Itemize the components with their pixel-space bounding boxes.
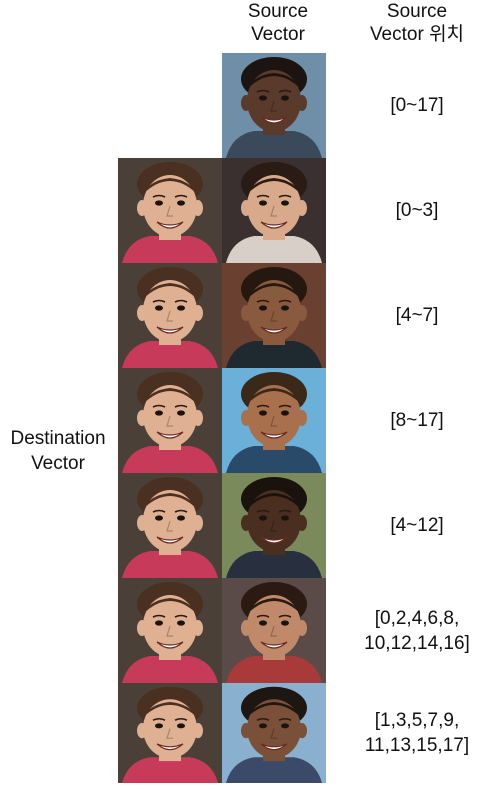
source-face-image <box>222 263 326 368</box>
source-vector-position-header-line1: Source <box>386 1 448 22</box>
source-vector-position-line: [4~12] <box>390 515 444 536</box>
source-face-image <box>222 473 326 578</box>
destination-face-image <box>118 368 222 473</box>
source-vector-position-line: [8~17] <box>390 410 444 431</box>
source-vector-position-header-line2: Vector 위치 <box>369 24 465 45</box>
destination-vector-label-line1: Destination <box>10 428 106 449</box>
source-vector-position-line: 10,12,14,16] <box>364 632 470 654</box>
source-vector-position-label: [4~7] <box>350 303 484 328</box>
source-vector-position-line: [0~17] <box>390 95 444 116</box>
source-vector-header-line1: Source <box>247 1 309 22</box>
source-face-image <box>222 158 326 263</box>
source-vector-position-line: [0~3] <box>395 200 439 221</box>
source-vector-position-label: [8~17] <box>350 408 484 433</box>
source-vector-header-line2: Vector <box>251 24 305 45</box>
destination-vector-label: Destination Vector <box>0 426 116 476</box>
destination-face-image <box>118 578 222 683</box>
source-face-image <box>222 683 326 783</box>
source-vector-position-line: [0,2,4,6,8, <box>374 607 460 629</box>
source-vector-position-label: [1,3,5,7,9, 11,13,15,17] <box>350 708 484 758</box>
destination-face-image <box>118 473 222 578</box>
destination-face-image <box>118 263 222 368</box>
source-vector-position-label: [0~17] <box>350 93 484 118</box>
source-vector-position-line: [1,3,5,7,9, <box>374 710 460 731</box>
source-vector-position-label: [0~3] <box>350 198 484 223</box>
source-vector-position-line: [4~7] <box>395 305 439 326</box>
source-face-image <box>222 368 326 473</box>
source-vector-position-label: [4~12] <box>350 513 484 538</box>
destination-face-image <box>118 158 222 263</box>
source-vector-position-label: [0,2,4,6,8, 10,12,14,16] <box>350 606 484 656</box>
source-vector-position-header: Source Vector 위치 <box>350 0 484 46</box>
source-face-image <box>222 53 326 158</box>
source-vector-position-line: 11,13,15,17] <box>364 735 470 756</box>
destination-face-image <box>118 683 222 783</box>
source-face-image <box>222 578 326 683</box>
source-vector-header: Source Vector <box>226 0 330 46</box>
destination-vector-label-line2: Vector <box>31 453 85 474</box>
